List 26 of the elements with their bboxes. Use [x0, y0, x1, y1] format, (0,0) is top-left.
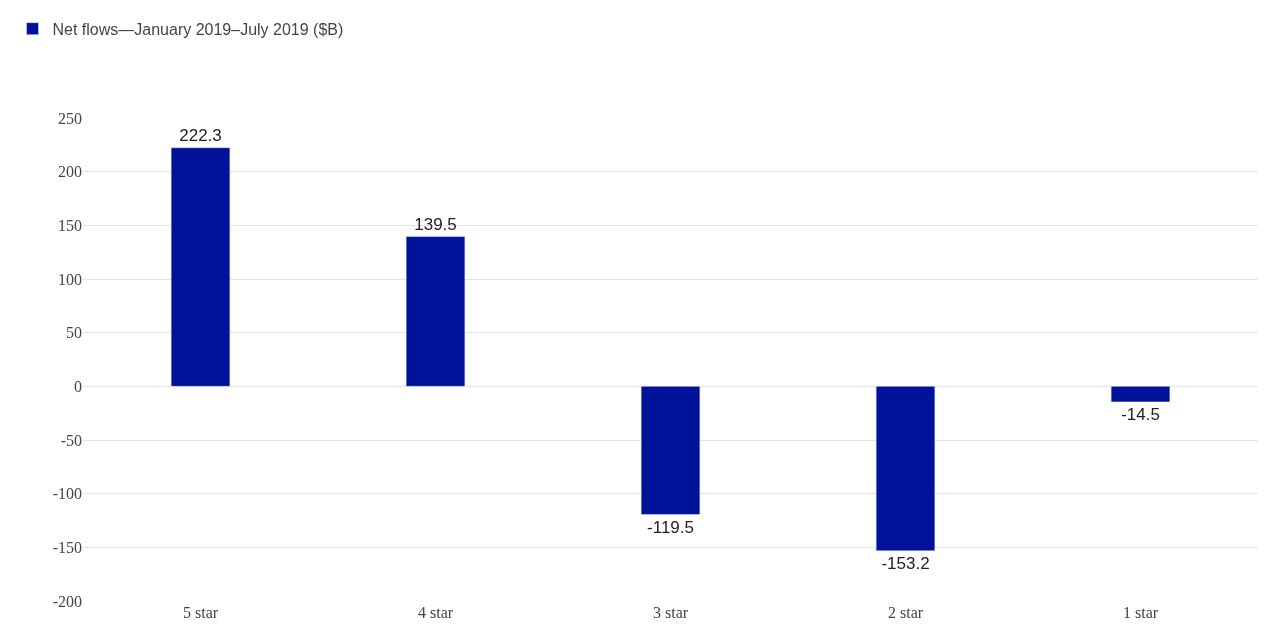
- legend-label: Net flows—January 2019–July 2019 ($B): [52, 20, 344, 38]
- y-tick-label: -200: [52, 592, 82, 610]
- y-tick-label: -100: [52, 485, 82, 503]
- y-tick-label: 150: [58, 216, 82, 234]
- x-tick-label: 1 star: [1122, 604, 1159, 621]
- bar: [170, 147, 231, 387]
- data-label: -14.5: [1121, 404, 1160, 424]
- y-tick-label: 50: [66, 324, 82, 342]
- x-tick-label: 3 star: [652, 604, 689, 621]
- y-tick-label: -50: [60, 431, 82, 449]
- y-tick-label: 200: [58, 163, 82, 181]
- data-label: 222.3: [179, 125, 222, 145]
- data-label: 139.5: [414, 214, 457, 234]
- y-tick-label: -150: [52, 538, 82, 556]
- y-tick-label: 250: [58, 109, 82, 127]
- bar: [640, 386, 701, 515]
- bar: [405, 236, 466, 387]
- x-tick-label: 4 star: [417, 604, 454, 621]
- y-tick-label: 100: [58, 270, 82, 288]
- data-label: -119.5: [647, 517, 694, 537]
- y-tick-label: 0: [74, 377, 82, 395]
- x-tick-label: 2 star: [887, 604, 924, 621]
- bar: [1110, 386, 1171, 403]
- data-label: -153.2: [881, 553, 930, 573]
- bar: [875, 386, 936, 552]
- x-tick-label: 5 star: [182, 604, 219, 621]
